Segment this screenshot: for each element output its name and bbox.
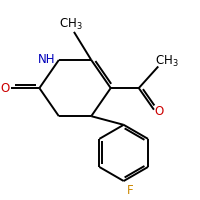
Text: NH: NH: [38, 53, 56, 66]
Text: CH$_3$: CH$_3$: [59, 17, 83, 32]
Text: CH$_3$: CH$_3$: [155, 54, 179, 69]
Text: F: F: [127, 184, 133, 197]
Text: O: O: [0, 82, 9, 95]
Text: O: O: [155, 105, 164, 118]
